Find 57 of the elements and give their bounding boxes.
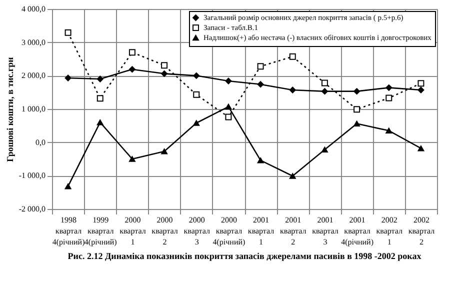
point bbox=[257, 63, 264, 70]
x-tick-label: 2001 квартал 1 bbox=[248, 216, 274, 246]
x-tick-label: 2001 квартал 2 bbox=[280, 216, 306, 246]
x-tick-label: 2000 квартал 2 bbox=[152, 216, 178, 246]
point bbox=[418, 86, 424, 94]
y-tick-label: 2 000,0 bbox=[22, 71, 46, 80]
y-tick-label: 0,0 bbox=[36, 138, 46, 147]
point bbox=[321, 88, 328, 95]
point bbox=[354, 120, 360, 127]
point bbox=[64, 183, 72, 190]
x-tick-label: 1999 квартал 4(річний) bbox=[84, 216, 118, 246]
point bbox=[257, 157, 264, 164]
x-tick-label: 2000 квартал 1 bbox=[120, 216, 146, 246]
point bbox=[225, 114, 232, 120]
point bbox=[64, 29, 72, 36]
x-tick-label: 2002 квартал 2 bbox=[408, 216, 435, 246]
y-tick-label: 3 000,0 bbox=[22, 38, 46, 47]
point bbox=[225, 78, 232, 84]
point bbox=[128, 156, 136, 162]
point bbox=[128, 49, 136, 56]
y-axis-title: Грошові кошти, в тис.грн bbox=[4, 57, 15, 162]
point bbox=[321, 146, 328, 153]
x-tick-label: 2001 квартал 4(річний) bbox=[341, 216, 374, 246]
point bbox=[289, 173, 296, 179]
point bbox=[418, 145, 424, 152]
x-tick-label: 2000 квартал 3 bbox=[184, 216, 210, 246]
point bbox=[289, 86, 296, 94]
point bbox=[96, 95, 104, 102]
x-tick-label: 2000 квартал 4(річний) bbox=[212, 216, 246, 246]
point bbox=[418, 80, 424, 87]
point bbox=[96, 76, 104, 82]
point bbox=[161, 62, 168, 69]
point bbox=[257, 81, 264, 88]
point bbox=[354, 88, 360, 95]
point bbox=[193, 120, 200, 126]
x-tick-label: 2001 квартал 3 bbox=[312, 216, 338, 246]
point bbox=[321, 80, 328, 86]
point bbox=[386, 84, 392, 91]
point bbox=[161, 148, 168, 154]
point bbox=[386, 128, 392, 134]
point bbox=[64, 74, 72, 82]
y-tick-label: 4 000,0 bbox=[22, 4, 46, 14]
point bbox=[193, 72, 200, 79]
y-tick-label: -2 000,0 bbox=[18, 204, 46, 214]
y-tick-label: -1 000,0 bbox=[18, 171, 46, 180]
x-tick-label: 1998 квартал 4(річний) bbox=[52, 216, 86, 246]
point bbox=[193, 91, 200, 98]
point bbox=[128, 66, 136, 73]
point bbox=[354, 106, 360, 113]
point bbox=[289, 53, 296, 60]
point bbox=[386, 94, 392, 102]
y-tick-label: 1 000,0 bbox=[22, 104, 46, 114]
point bbox=[96, 119, 104, 126]
text: Рис. 2.12 Динаміка показників покриття запасів джерелами пасивів в 1998 -2002 роках bbox=[68, 251, 422, 261]
point bbox=[161, 70, 168, 77]
point bbox=[225, 104, 232, 110]
x-tick-label: 2002 квартал 1 bbox=[376, 216, 402, 246]
